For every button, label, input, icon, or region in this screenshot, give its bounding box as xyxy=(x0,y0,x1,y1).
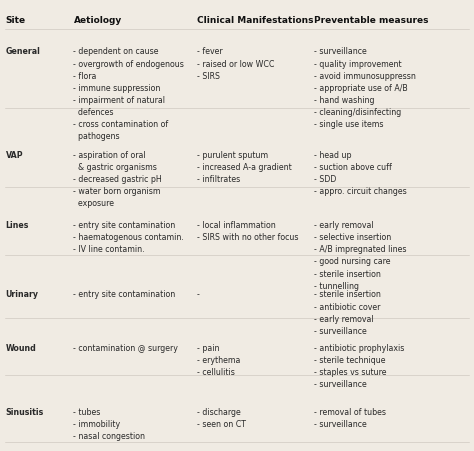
Text: - entry site contamination
- haematogenous contamin.
- IV line contamin.: - entry site contamination - haematogeno… xyxy=(73,221,184,254)
Text: Urinary: Urinary xyxy=(6,290,39,299)
Text: - entry site contamination: - entry site contamination xyxy=(73,290,176,299)
Text: Aetiology: Aetiology xyxy=(73,16,122,25)
Text: Preventable measures: Preventable measures xyxy=(314,16,428,25)
Text: - dependent on cause
- overgrowth of endogenous
- flora
- immune suppression
- i: - dependent on cause - overgrowth of end… xyxy=(73,47,184,142)
Text: General: General xyxy=(6,47,41,56)
Text: Clinical Manifestations: Clinical Manifestations xyxy=(197,16,313,25)
Text: - local inflammation
- SIRS with no other focus: - local inflammation - SIRS with no othe… xyxy=(197,221,298,242)
Text: - surveillance
- quality improvement
- avoid immunosuppressn
- appropriate use o: - surveillance - quality improvement - a… xyxy=(314,47,416,129)
Text: Site: Site xyxy=(6,16,26,25)
Text: - early removal
- selective insertion
- A/B impregnated lines
- good nursing car: - early removal - selective insertion - … xyxy=(314,221,406,291)
Text: VAP: VAP xyxy=(6,151,23,160)
Text: - aspiration of oral
  & gastric organisms
- decreased gastric pH
- water born o: - aspiration of oral & gastric organisms… xyxy=(73,151,162,208)
Text: - head up
- suction above cuff
- SDD
- appro. circuit changes: - head up - suction above cuff - SDD - a… xyxy=(314,151,407,196)
Text: Lines: Lines xyxy=(6,221,29,230)
Text: - contamination @ surgery: - contamination @ surgery xyxy=(73,344,178,353)
Text: -: - xyxy=(197,290,200,299)
Text: - fever
- raised or low WCC
- SIRS: - fever - raised or low WCC - SIRS xyxy=(197,47,274,81)
Text: Wound: Wound xyxy=(6,344,36,353)
Text: - antibiotic prophylaxis
- sterile technique
- staples vs suture
- surveillance: - antibiotic prophylaxis - sterile techn… xyxy=(314,344,404,389)
Text: - sterile insertion
- antibiotic cover
- early removal
- surveillance: - sterile insertion - antibiotic cover -… xyxy=(314,290,381,336)
Text: - purulent sputum
- increased A-a gradient
- infiltrates: - purulent sputum - increased A-a gradie… xyxy=(197,151,292,184)
Text: - tubes
- immobility
- nasal congestion: - tubes - immobility - nasal congestion xyxy=(73,408,146,442)
Text: Sinusitis: Sinusitis xyxy=(6,408,44,417)
Text: - discharge
- seen on CT: - discharge - seen on CT xyxy=(197,408,246,429)
Text: - removal of tubes
- surveillance: - removal of tubes - surveillance xyxy=(314,408,386,429)
Text: - pain
- erythema
- cellulitis: - pain - erythema - cellulitis xyxy=(197,344,240,377)
